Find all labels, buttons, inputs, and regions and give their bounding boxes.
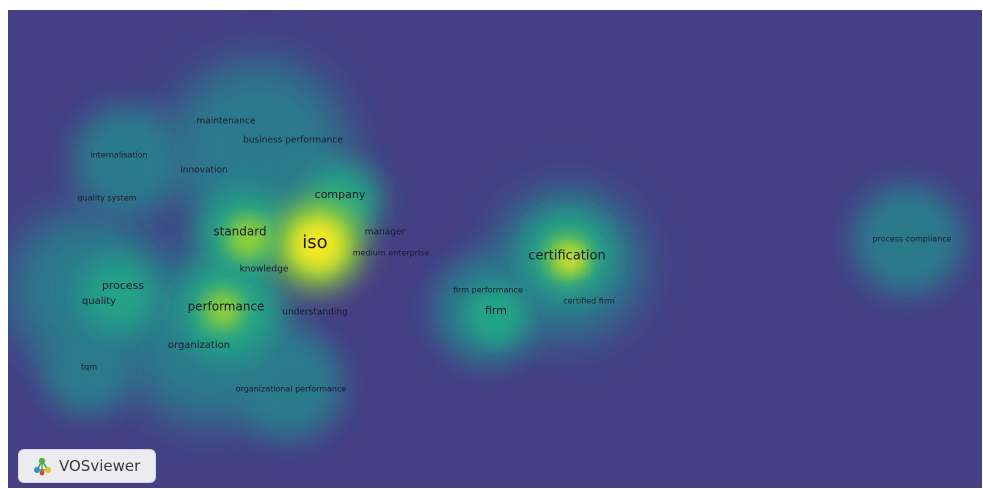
density-blob	[292, 219, 344, 271]
density-blob	[465, 285, 525, 345]
vosviewer-logo-icon	[34, 457, 51, 476]
term-label-standard[interactable]: standard	[213, 225, 266, 239]
term-label-iso[interactable]: iso	[302, 232, 327, 253]
density-blob	[233, 330, 343, 440]
density-blob	[43, 325, 133, 415]
term-label-manager[interactable]: manager	[365, 228, 406, 238]
term-label-organization[interactable]: organization	[168, 340, 230, 351]
term-label-certified-firm[interactable]: certified firm	[563, 297, 615, 306]
term-label-performance[interactable]: performance	[188, 300, 265, 314]
term-label-certification[interactable]: certification	[528, 249, 605, 264]
term-label-company[interactable]: company	[315, 188, 366, 201]
term-label-quality[interactable]: quality	[82, 296, 116, 307]
density-blob	[80, 257, 156, 333]
term-label-tqm[interactable]: tqm	[81, 363, 97, 372]
term-label-understanding[interactable]: understanding	[282, 308, 347, 318]
density-blob	[853, 185, 963, 295]
vosviewer-badge[interactable]: VOSviewer	[18, 449, 156, 483]
term-label-innovation[interactable]: innovation	[180, 166, 228, 176]
term-label-firm-performance[interactable]: firm performance	[453, 286, 523, 295]
term-label-firm[interactable]: firm	[485, 304, 507, 317]
density-blob	[73, 105, 183, 215]
term-label-process[interactable]: process	[102, 279, 145, 292]
label-layer: iso certification standard company performan…	[78, 117, 952, 394]
density-layer	[8, 60, 963, 440]
vosviewer-label: VOSviewer	[59, 457, 141, 475]
term-label-quality-system[interactable]: quality system	[78, 194, 137, 203]
density-map[interactable]: iso certification standard company performan…	[8, 10, 982, 488]
term-label-maintenance[interactable]: maintenance	[197, 117, 256, 127]
density-blob	[561, 250, 581, 270]
density-blob	[226, 216, 270, 260]
term-label-medium-enterprise[interactable]: medium enterprise	[353, 249, 430, 258]
density-blob	[203, 290, 243, 330]
density-blob	[168, 60, 348, 240]
term-label-knowledge[interactable]: knowledge	[240, 265, 289, 275]
term-label-internalisation[interactable]: internalisation	[90, 151, 147, 160]
term-label-process-compliance[interactable]: process compliance	[872, 235, 951, 244]
term-label-organizational-performance[interactable]: organizational performance	[236, 385, 347, 394]
term-label-business-performance[interactable]: business performance	[243, 136, 343, 146]
